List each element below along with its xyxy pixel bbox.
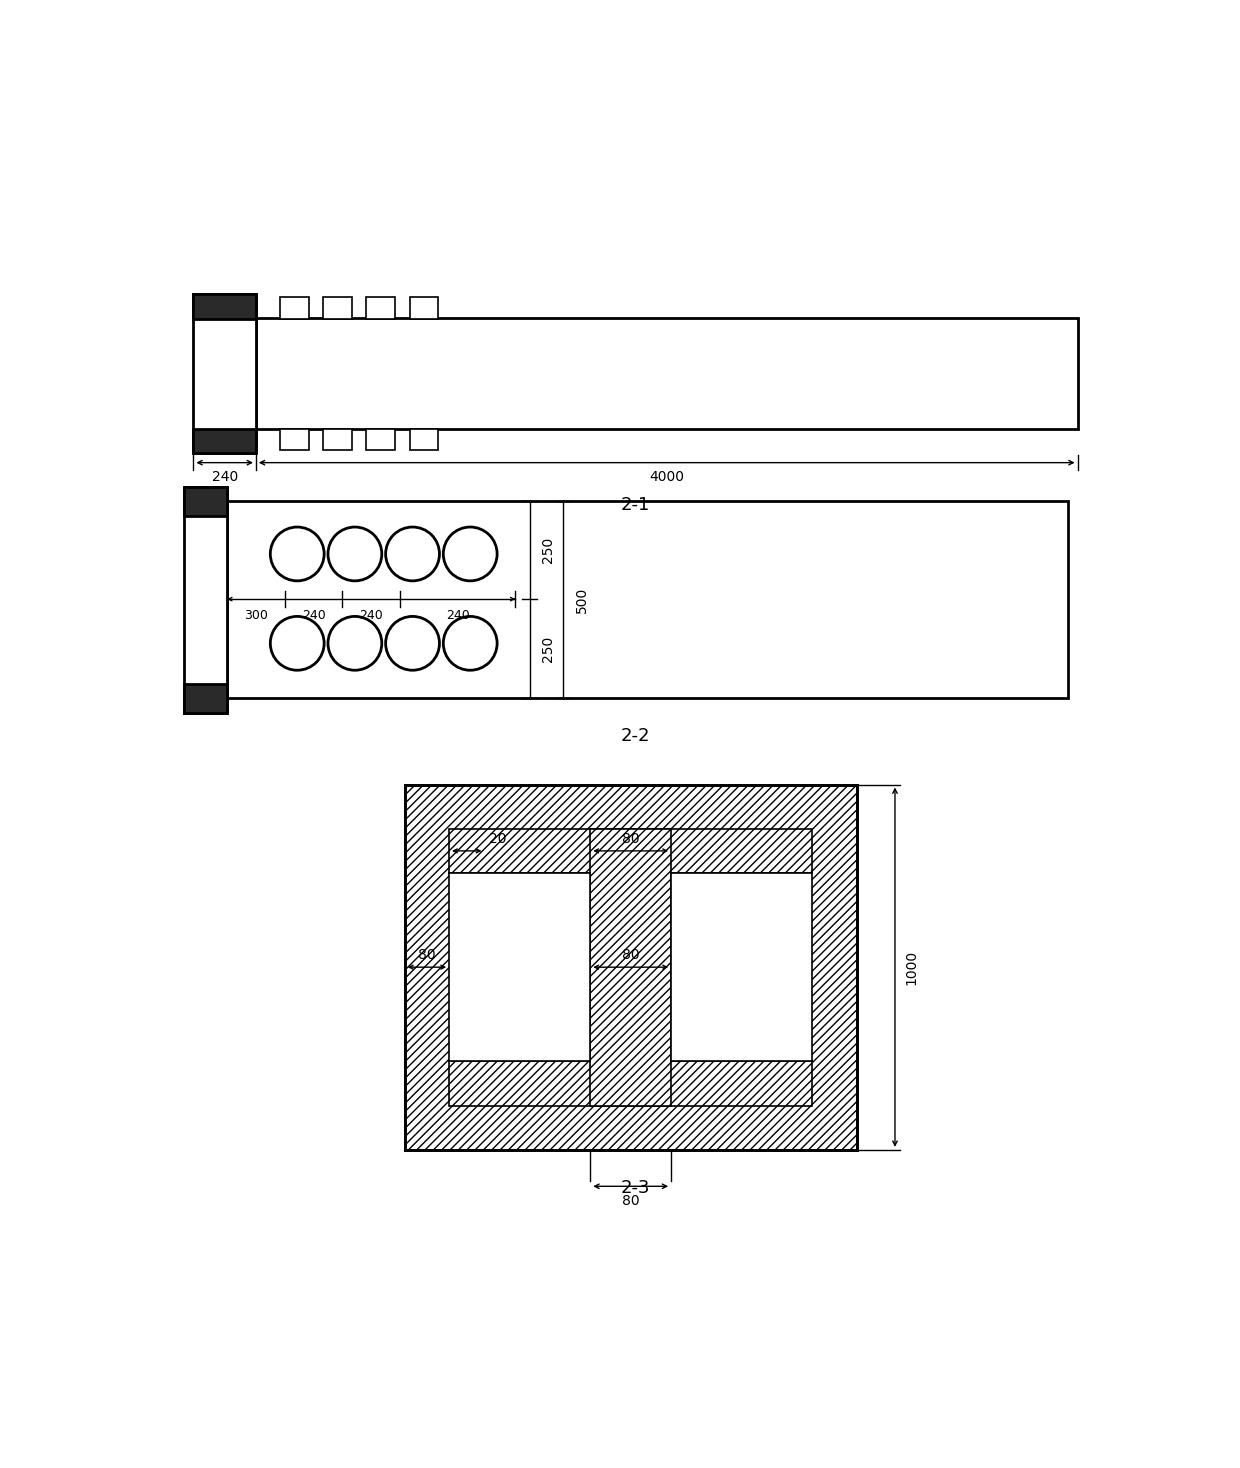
Bar	[184, 684, 227, 712]
Bar	[404, 784, 857, 1149]
Text: 250: 250	[542, 636, 556, 662]
Bar	[449, 829, 812, 873]
Bar	[227, 501, 1068, 699]
Text: 240: 240	[212, 470, 238, 484]
Text: 20: 20	[490, 832, 507, 846]
Bar	[409, 298, 439, 319]
Text: 80: 80	[418, 948, 435, 963]
Bar	[367, 298, 396, 319]
Text: 300: 300	[244, 609, 268, 622]
Text: 2-3: 2-3	[621, 1179, 650, 1196]
Bar	[404, 784, 857, 1149]
Text: 500: 500	[575, 587, 589, 612]
Bar	[184, 487, 227, 515]
Text: 2-2: 2-2	[621, 727, 650, 744]
Bar	[193, 295, 255, 454]
Text: 1000: 1000	[905, 950, 919, 985]
Bar	[590, 829, 671, 1105]
Bar	[449, 873, 590, 1061]
Text: 250: 250	[542, 537, 556, 564]
Bar	[255, 319, 1078, 429]
Bar	[449, 873, 590, 1061]
Text: 240: 240	[446, 609, 470, 622]
Bar	[184, 487, 227, 712]
Bar	[671, 873, 812, 1061]
Text: 240: 240	[360, 609, 383, 622]
Text: 240: 240	[301, 609, 325, 622]
Bar	[280, 298, 309, 319]
Text: 80: 80	[622, 948, 640, 963]
Bar	[193, 295, 255, 319]
Text: 4000: 4000	[650, 470, 684, 484]
Bar	[324, 298, 352, 319]
Bar	[324, 429, 352, 451]
Text: 80: 80	[622, 832, 640, 846]
Text: 80: 80	[622, 1193, 640, 1208]
Bar	[193, 429, 255, 454]
Bar	[409, 429, 439, 451]
Bar	[280, 429, 309, 451]
Text: 2-1: 2-1	[621, 496, 650, 514]
Bar	[449, 1061, 812, 1105]
Bar	[671, 873, 812, 1061]
Bar	[367, 429, 396, 451]
